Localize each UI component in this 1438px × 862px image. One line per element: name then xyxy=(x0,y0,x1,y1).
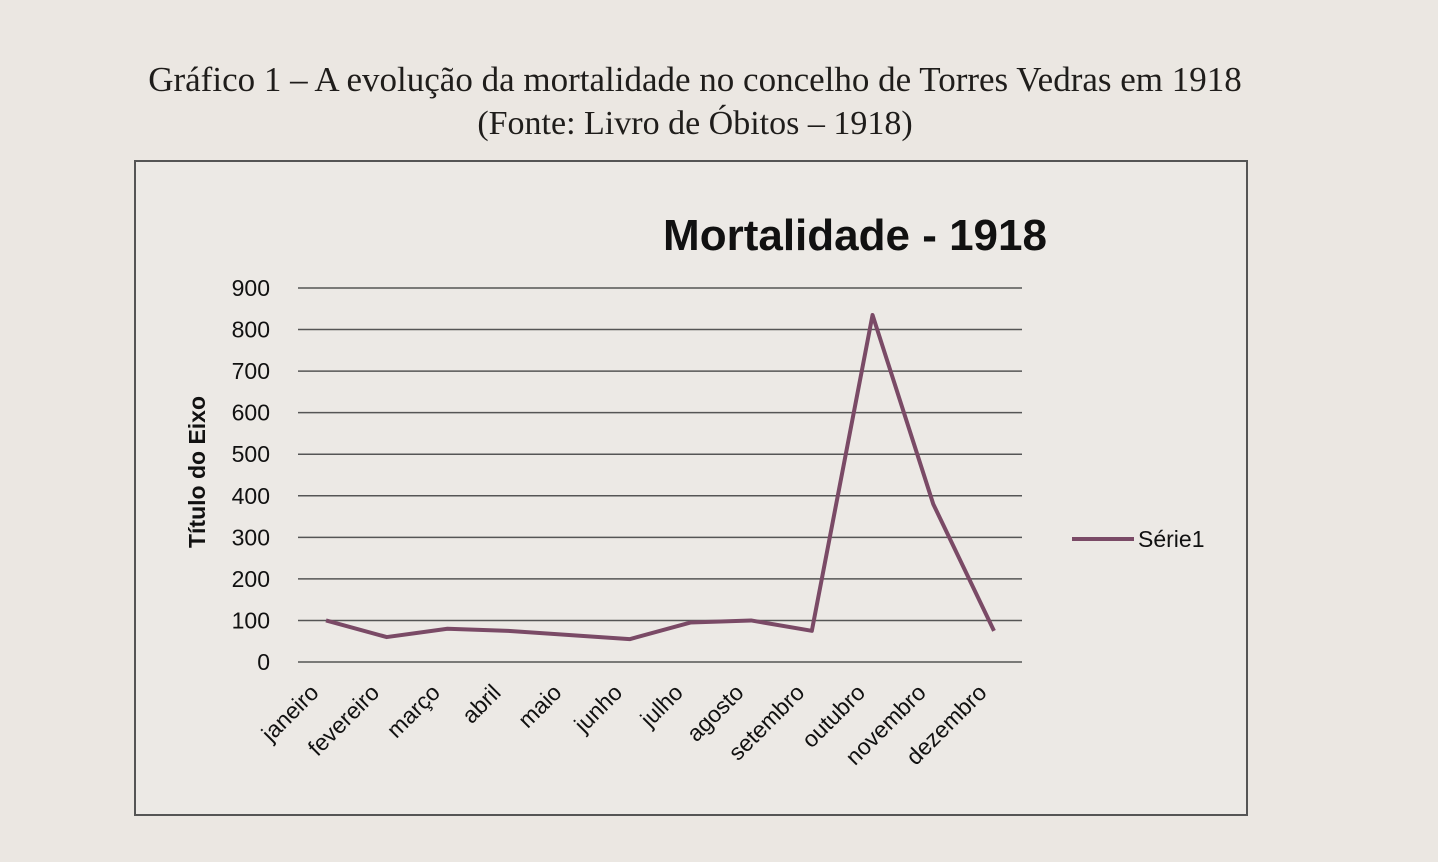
y-tick-label: 500 xyxy=(232,441,270,467)
caption-title: Gráfico 1 – A evolução da mortalidade no… xyxy=(148,60,1242,99)
legend: Série1 xyxy=(1072,526,1204,552)
y-tick-label: 800 xyxy=(232,317,270,343)
legend-label-serie1: Série1 xyxy=(1138,526,1204,552)
y-axis-title: Título do Eixo xyxy=(184,396,210,548)
y-tick-label: 0 xyxy=(257,649,270,675)
x-tick-label: maio xyxy=(513,679,567,733)
x-tick-label: junho xyxy=(568,679,627,738)
series-lines xyxy=(325,313,996,642)
chart-frame xyxy=(134,160,1248,816)
y-tick-label: 200 xyxy=(232,566,270,592)
series-line xyxy=(325,313,996,642)
grid-lines xyxy=(298,287,1022,663)
x-tick-label: março xyxy=(381,679,445,743)
y-tick-label: 300 xyxy=(232,524,270,550)
y-tick-label: 700 xyxy=(232,358,270,384)
x-tick-label: julho xyxy=(634,679,687,732)
y-tick-label: 100 xyxy=(232,607,270,633)
y-tick-labels: 0 100 200 300 400 500 600 700 800 900 xyxy=(232,275,270,675)
y-tick-label: 400 xyxy=(232,483,270,509)
y-tick-label: 900 xyxy=(232,275,270,301)
caption-source: (Fonte: Livro de Óbitos – 1918) xyxy=(477,105,913,142)
y-tick-label: 600 xyxy=(232,400,270,426)
figure-caption: Gráfico 1 – A evolução da mortalidade no… xyxy=(0,58,1390,146)
x-tick-label: abril xyxy=(457,679,506,728)
chart-title: Mortalidade - 1918 xyxy=(663,211,1047,260)
